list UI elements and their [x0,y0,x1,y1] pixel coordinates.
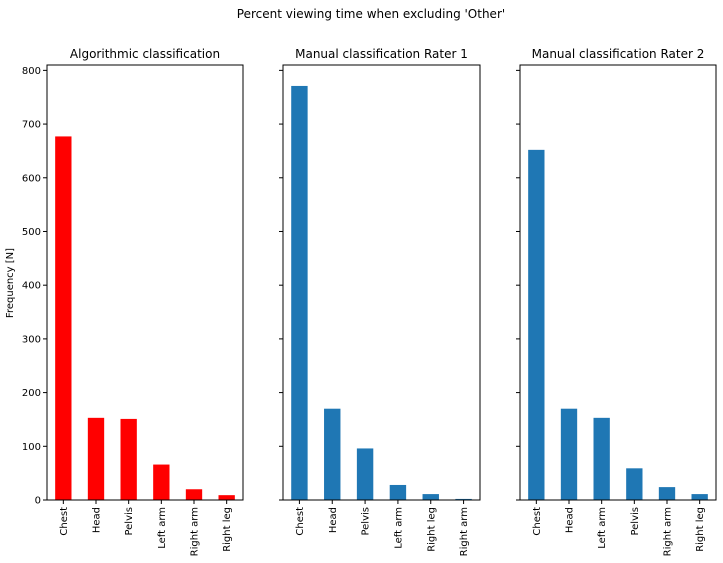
subplot-3: Manual classification Rater 2 Chest Head Le… [516,47,717,556]
x-tick-label: Right arm [663,507,674,556]
subplots: Algorithmic classification Chest Head Pelvi… [22,47,717,556]
x-tick-label: Chest [532,507,543,536]
x-tick-label: Pelvis [124,507,135,536]
y-tick-label: 400 [22,281,41,292]
y-tick-label: 800 [22,66,41,77]
x-tick-label: Left arm [393,507,404,549]
bar-left-arm [593,417,610,500]
bar-chest [291,85,308,500]
bar-left-arm [389,484,407,500]
x-tick-label: Head [565,507,576,533]
subplot-title: Algorithmic classification [70,47,220,61]
subplot-title: Manual classification Rater 2 [532,47,705,61]
axes-frame [282,64,481,501]
subplot-2: Manual classification Rater 1 Chest Head Pe… [279,47,481,556]
x-tick-label: Left arm [157,507,168,549]
x-tick-label: Right leg [426,507,437,552]
figure-title: Percent viewing time when excluding 'Oth… [237,7,505,21]
bar-pelvis [120,418,137,500]
bar-chest [55,136,72,501]
bar-right-leg [422,494,439,500]
y-tick-label: 300 [22,334,41,345]
y-axis-label: Frequency [N] [5,248,16,318]
x-tick-label: Right leg [695,507,706,552]
bar-right-leg [691,494,708,500]
y-tick-label: 500 [22,227,41,238]
x-tick-label: Right arm [190,507,201,556]
y-tick-label: 200 [22,388,41,399]
bar-head [87,417,105,500]
y-tick-label: 100 [22,442,41,453]
bar-head [560,408,578,500]
x-tick-label: Chest [295,507,306,536]
axes-frame [46,64,244,501]
x-tick-label: Right leg [222,507,233,552]
bar-right-arm [455,498,472,500]
y-tick-label: 700 [22,120,41,131]
bar-right-leg [218,495,235,500]
x-tick-label: Chest [59,507,70,536]
subplot-title: Manual classification Rater 1 [295,47,468,61]
y-tick-label: 600 [22,173,41,184]
subplot-1: Algorithmic classification Chest Head Pelvi… [22,47,244,556]
bar-right-arm [185,489,203,500]
bar-right-arm [658,487,676,500]
bar-left-arm [153,464,170,500]
bar-pelvis [626,468,643,500]
x-tick-label: Pelvis [361,507,372,536]
bar-chest [528,149,545,500]
x-tick-label: Head [328,507,339,533]
bar-head [324,408,341,500]
y-tick-label: 0 [35,496,41,507]
x-tick-label: Left arm [597,507,608,549]
axes-frame [519,64,717,501]
x-tick-label: Head [92,507,103,533]
bar-pelvis [356,448,374,500]
x-tick-label: Right arm [459,507,470,556]
x-tick-label: Pelvis [630,507,641,536]
